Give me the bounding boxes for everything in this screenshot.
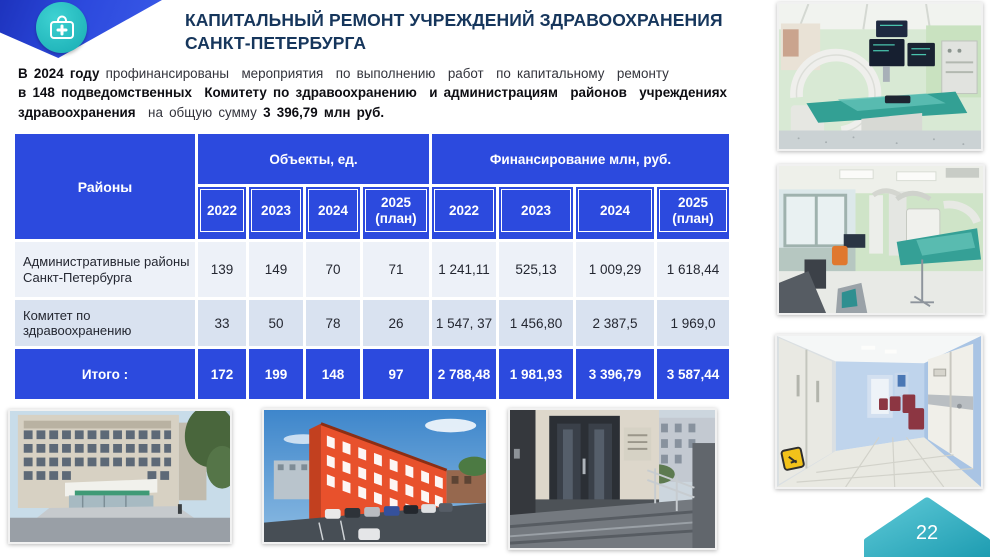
table-cell: 139: [198, 242, 246, 297]
table-cell: 525,13: [499, 242, 573, 297]
table-cell: 1 969,0: [657, 300, 729, 346]
table-header-year: 2022: [198, 187, 246, 239]
page-number-badge: 22: [863, 496, 990, 557]
table-cell: 149: [249, 242, 303, 297]
table-cell: 2 387,5: [576, 300, 654, 346]
total-cell: 172: [198, 349, 246, 399]
medical-bag-icon: [36, 2, 87, 53]
intro-paragraph: В 2024 году профинансированы мероприятия…: [18, 64, 758, 122]
hospital-building-photo: [8, 409, 232, 544]
table-header-year: 2023: [499, 187, 573, 239]
table-header-year: 2025 (план): [657, 187, 729, 239]
header-decoration: [0, 0, 170, 80]
table-header-objects-group: Объекты, ед.: [198, 134, 429, 184]
operating-room-glass-wall-photo: [777, 164, 985, 315]
table-header-year: 2023: [249, 187, 303, 239]
table-header-financing-group: Финансирование млн, руб.: [432, 134, 729, 184]
total-cell: 199: [249, 349, 303, 399]
table-cell: 1 241,11: [432, 242, 496, 297]
table-cell: 1 456,80: [499, 300, 573, 346]
total-row-label: Итого :: [15, 349, 195, 399]
table-header-year: 2024: [306, 187, 360, 239]
finance-table: Районы Объекты, ед. Финансирование млн, …: [15, 134, 729, 399]
table-header-year: 2025 (план): [363, 187, 429, 239]
row-label-admin-districts: Административные районы Санкт-Петербурга: [15, 242, 195, 297]
table-header-districts: Районы: [15, 134, 195, 239]
hospital-corridor-photo: [775, 334, 983, 489]
angiography-operating-room-photo: [777, 2, 983, 151]
page-title: КАПИТАЛЬНЫЙ РЕМОНТ УЧРЕЖДЕНИЙ ЗДРАВООХРА…: [185, 10, 723, 54]
table-cell: 71: [363, 242, 429, 297]
intro-line-3: здравоохранения на общую сумму 3 396,79 …: [18, 104, 385, 120]
table-cell: 33: [198, 300, 246, 346]
table-cell: 1 547, 37: [432, 300, 496, 346]
total-cell: 3 587,44: [657, 349, 729, 399]
total-cell: 97: [363, 349, 429, 399]
table-cell: 1 618,44: [657, 242, 729, 297]
table-cell: 70: [306, 242, 360, 297]
total-cell: 1 981,93: [499, 349, 573, 399]
page-number: 22: [915, 522, 939, 544]
table-cell: 26: [363, 300, 429, 346]
table-header-year: 2022: [432, 187, 496, 239]
row-label-health-committee: Комитет по здравоохранению: [15, 300, 195, 346]
total-cell: 3 396,79: [576, 349, 654, 399]
total-cell: 2 788,48: [432, 349, 496, 399]
table-cell: 1 009,29: [576, 242, 654, 297]
intro-line-1: В 2024 году профинансированы мероприятия…: [18, 66, 669, 81]
table-header-year: 2024: [576, 187, 654, 239]
table-cell: 78: [306, 300, 360, 346]
building-entrance-photo: [508, 408, 717, 550]
total-cell: 148: [306, 349, 360, 399]
intro-line-2: в 148 подведомственных Комитету по здрав…: [18, 85, 727, 101]
orange-building-parking-photo: [262, 408, 488, 544]
table-cell: 50: [249, 300, 303, 346]
